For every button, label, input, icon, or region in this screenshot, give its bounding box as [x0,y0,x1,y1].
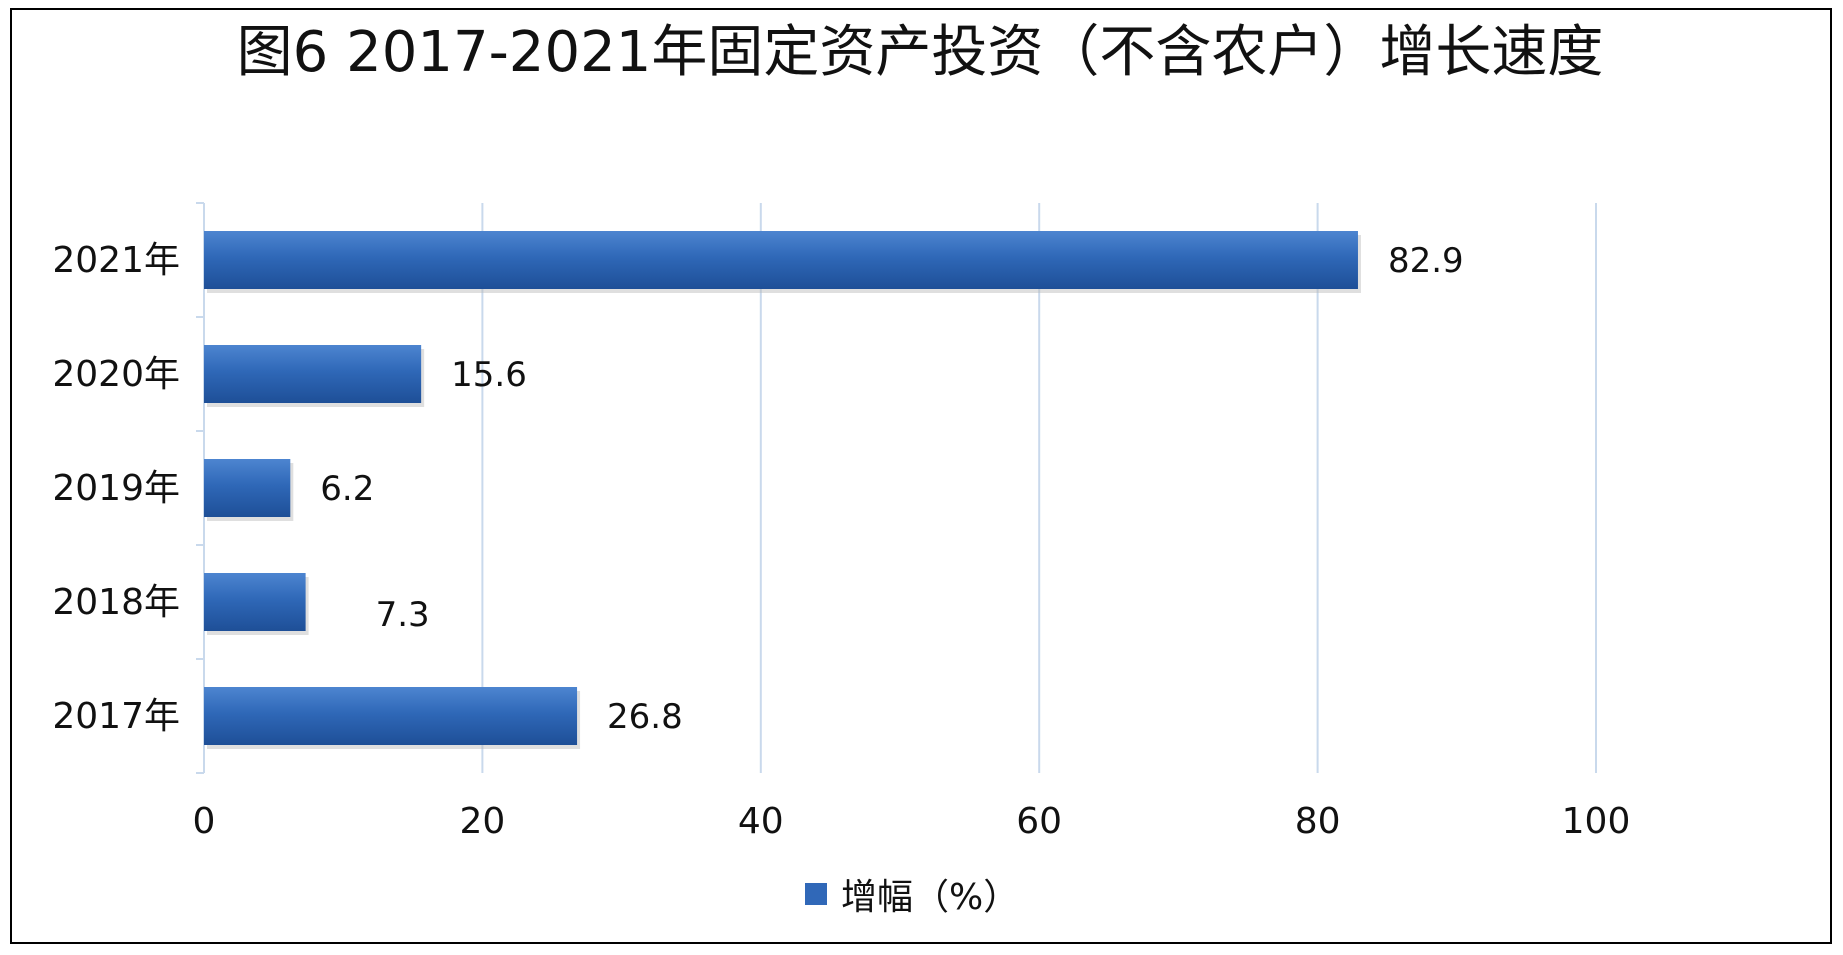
data-label: 7.3 [376,595,430,635]
x-tick-label: 40 [738,801,784,842]
category-label: 2017年 [52,696,180,737]
bar [204,231,1358,289]
bars [204,231,1361,749]
bar [204,345,422,403]
data-label: 26.8 [607,697,683,737]
chart-frame [10,8,1832,944]
x-tick-label: 60 [1016,801,1062,842]
labels: 0 20 40 60 80 100 2021年 82.9 2020年 15.6 2019年 6.2 20… [52,240,1630,842]
data-label: 82.9 [1388,241,1464,281]
axes [196,202,205,774]
chart-title: 图6 2017-2021年固定资产投资（不含农户）增长速度 [236,20,1604,85]
category-label: 2021年 [52,240,180,281]
legend-label: 增幅（%） [841,877,1020,918]
x-tick-label: 100 [1562,801,1631,842]
x-tick-label: 80 [1295,801,1341,842]
category-label: 2018年 [52,582,180,623]
bar [204,459,291,517]
data-label: 6.2 [320,469,374,509]
data-label: 15.6 [451,355,527,395]
gridlines [481,203,1597,773]
x-tick-label: 0 [193,801,216,842]
category-label: 2020年 [52,354,180,395]
x-tick-label: 20 [459,801,505,842]
legend-swatch [805,883,827,905]
legend: 增幅（%） [805,868,1019,920]
category-label: 2019年 [52,468,180,509]
bar [204,687,578,745]
bar [204,573,306,631]
